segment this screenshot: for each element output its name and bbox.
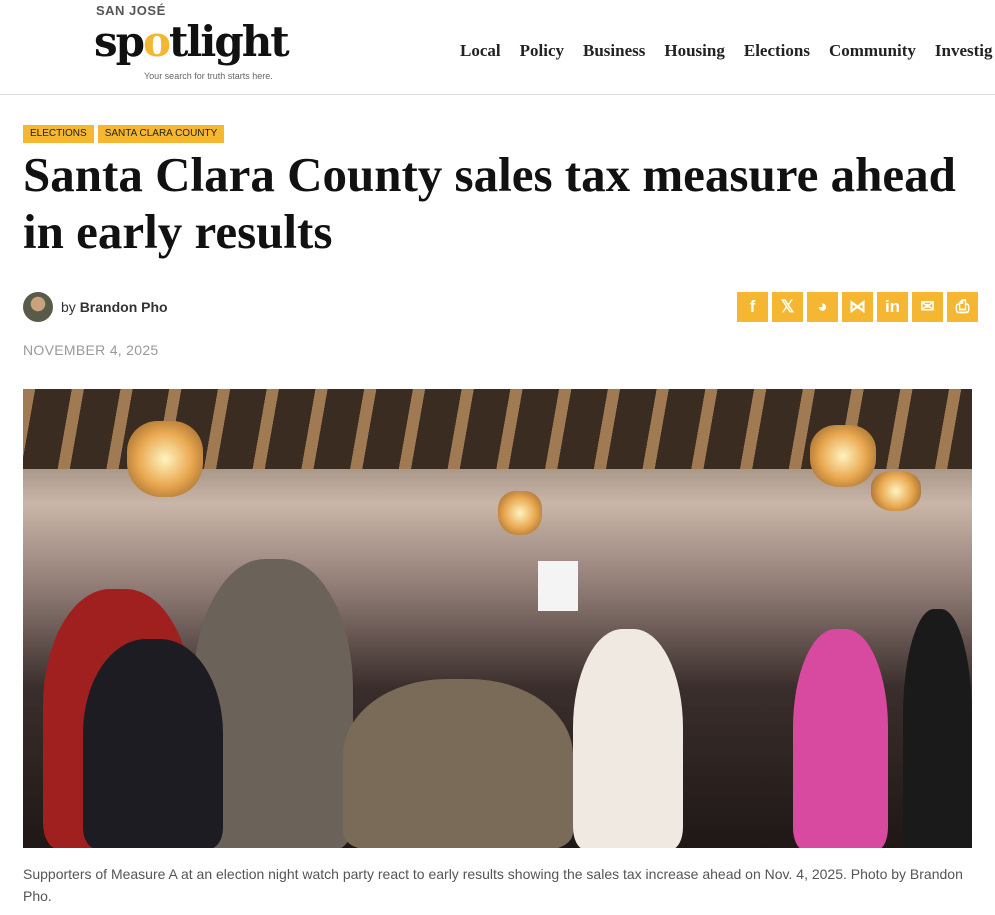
facebook-icon[interactable]: f	[737, 292, 768, 322]
nav-community[interactable]: Community	[828, 41, 916, 60]
email-icon[interactable]: ✉	[912, 292, 943, 322]
nav-investigations[interactable]: Investig	[934, 41, 993, 60]
person	[903, 609, 972, 848]
person	[573, 629, 683, 848]
x-icon[interactable]: 𝕏	[772, 292, 803, 322]
article-photo	[23, 389, 972, 848]
category-tags: Elections Santa Clara County	[23, 125, 225, 143]
tag-santa-clara-county[interactable]: Santa Clara County	[97, 125, 225, 143]
logo-wordmark: spotlight	[94, 17, 290, 66]
person	[343, 679, 573, 848]
nav-elections[interactable]: Elections	[743, 41, 810, 60]
linkedin-icon[interactable]: in	[877, 292, 908, 322]
pendant-lamp	[871, 471, 921, 511]
nav-policy[interactable]: Policy	[519, 41, 564, 60]
by-label: by	[61, 299, 76, 315]
main-nav: Local Policy Business Housing Elections …	[460, 41, 993, 61]
bluesky-icon[interactable]: ⋈	[842, 292, 873, 322]
site-header: SAN JOSÉ spotlight Your search for truth…	[0, 0, 995, 95]
person	[793, 629, 888, 848]
publish-date: NOVEMBER 4, 2025	[23, 342, 159, 358]
person	[83, 639, 223, 848]
nav-local[interactable]: Local	[460, 41, 501, 60]
nav-housing[interactable]: Housing	[664, 41, 725, 60]
tag-elections[interactable]: Elections	[23, 125, 94, 143]
reddit-icon[interactable]: ◕	[807, 292, 838, 322]
site-logo[interactable]: SAN JOSÉ spotlight Your search for truth…	[94, 4, 294, 88]
pendant-lamp	[810, 425, 876, 487]
logo-top: SAN JOSÉ	[96, 3, 166, 18]
pendant-lamp	[127, 421, 203, 497]
author-avatar	[23, 292, 53, 322]
byline: by Brandon Pho	[23, 292, 168, 322]
logo-tagline: Your search for truth starts here.	[144, 71, 273, 81]
pendant-lamp	[498, 491, 542, 535]
article-title: Santa Clara County sales tax measure ahe…	[23, 147, 956, 259]
share-buttons: f 𝕏 ◕ ⋈ in ✉ ⎙	[737, 292, 978, 322]
nav-business[interactable]: Business	[583, 41, 646, 60]
photo-caption: Supporters of Measure A at an election n…	[23, 866, 963, 904]
print-icon[interactable]: ⎙	[947, 292, 978, 322]
author-link[interactable]: Brandon Pho	[79, 299, 168, 315]
studio-light	[538, 561, 578, 611]
